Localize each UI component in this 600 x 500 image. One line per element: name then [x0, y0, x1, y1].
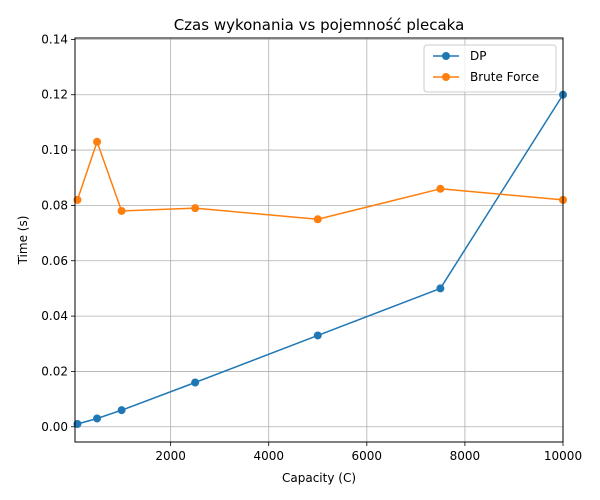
y-tick-label: 0.14	[41, 32, 68, 46]
legend-marker-brute-force	[442, 73, 450, 81]
legend-label-brute-force: Brute Force	[470, 70, 539, 84]
x-axis-label: Capacity (C)	[282, 471, 356, 485]
y-tick-label: 0.10	[41, 143, 68, 157]
y-tick-label: 0.12	[41, 88, 68, 102]
data-point-brute-force	[117, 206, 126, 215]
x-tick-label: 10000	[544, 449, 582, 463]
data-point-brute-force	[93, 137, 102, 146]
y-tick-label: 0.02	[41, 364, 68, 378]
y-tick-label: 0.04	[41, 309, 68, 323]
y-axis-label: Time (s)	[16, 216, 30, 266]
y-axis-ticks: 0.00 0.02 0.04 0.06 0.08 0.10 0.12 0.14	[41, 32, 75, 434]
x-axis-ticks: 2000 4000 6000 8000 10000	[155, 442, 582, 463]
x-tick-label: 6000	[352, 449, 383, 463]
grid	[75, 38, 564, 442]
data-point-brute-force	[436, 184, 445, 193]
data-point-dp	[313, 331, 322, 340]
x-tick-label: 2000	[155, 449, 186, 463]
plot-frame	[74, 37, 564, 443]
chart-title: Czas wykonania vs pojemność plecaka	[174, 16, 465, 34]
y-tick-label: 0.06	[41, 254, 68, 268]
data-point-dp	[117, 406, 126, 415]
y-tick-label: 0.00	[41, 420, 68, 434]
data-point-dp	[191, 378, 200, 387]
legend: DP Brute Force	[423, 44, 557, 93]
data-point-brute-force	[191, 204, 200, 213]
data-point-dp	[436, 284, 445, 293]
data-point-dp	[93, 414, 102, 423]
x-tick-label: 8000	[450, 449, 481, 463]
legend-label-dp: DP	[470, 49, 486, 63]
data-point-brute-force	[313, 215, 322, 224]
y-tick-label: 0.08	[41, 198, 68, 212]
x-tick-label: 4000	[253, 449, 284, 463]
series-layer	[73, 90, 567, 429]
legend-box	[423, 44, 557, 93]
legend-marker-dp	[442, 52, 450, 60]
